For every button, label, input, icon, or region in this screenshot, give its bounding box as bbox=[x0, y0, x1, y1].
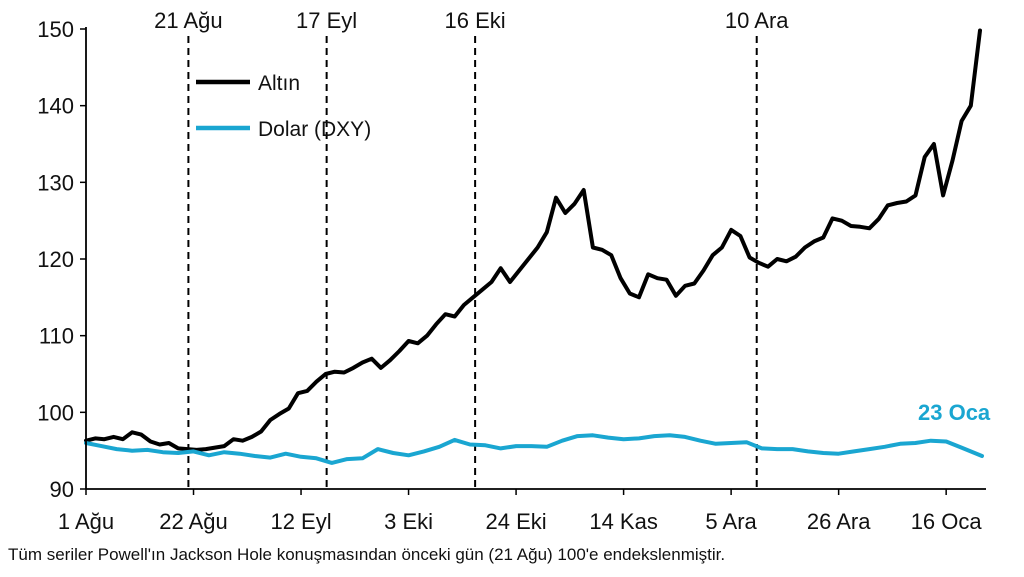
series-line-dxy bbox=[84, 433, 984, 465]
footnote: Tüm seriler Powell'ın Jackson Hole konuş… bbox=[8, 545, 725, 564]
y-tick-label: 140 bbox=[37, 94, 74, 119]
event-label: 21 Ağu bbox=[154, 8, 223, 33]
x-tick-label: 24 Eki bbox=[486, 509, 547, 534]
axes bbox=[85, 27, 986, 490]
legend: Altın Dolar (DXY) bbox=[196, 72, 371, 141]
y-tick-label: 150 bbox=[37, 17, 74, 42]
x-tick-label: 5 Ara bbox=[705, 509, 757, 534]
x-tick-label: 3 Eki bbox=[384, 509, 433, 534]
event-label: 17 Eyl bbox=[296, 8, 357, 33]
y-tick-label: 90 bbox=[50, 477, 74, 502]
x-tick-label: 12 Eyl bbox=[270, 509, 331, 534]
event-markers: 21 Ağu 17 Eyl 16 Eki 10 Ara bbox=[154, 8, 789, 489]
series-lines bbox=[84, 28, 984, 465]
x-tick-label: 16 Oca bbox=[911, 509, 983, 534]
y-tick-label: 130 bbox=[37, 170, 74, 195]
legend-label: Altın bbox=[258, 72, 300, 95]
y-tick-label: 110 bbox=[39, 324, 74, 349]
y-tick-label: 120 bbox=[37, 247, 74, 272]
event-label: 10 Ara bbox=[725, 8, 789, 33]
x-tick-label: 14 Kas bbox=[589, 509, 658, 534]
series-line-gold bbox=[84, 28, 982, 452]
x-tick-label: 22 Ağu bbox=[159, 509, 228, 534]
x-tick-label: 26 Ara bbox=[807, 509, 871, 534]
y-tick-label: 100 bbox=[37, 400, 74, 425]
legend-label: Dolar (DXY) bbox=[258, 118, 371, 141]
y-axis-ticks: 90 100 110 120 130 140 150 bbox=[37, 17, 86, 502]
event-label: 16 Eki bbox=[445, 8, 506, 33]
x-tick-label: 1 Ağu bbox=[58, 509, 114, 534]
x-axis-ticks: 1 Ağu 22 Ağu 12 Eyl 3 Eki 24 Eki 14 Kas 5 Ara 2… bbox=[58, 489, 983, 534]
end-date-label: 23 Oca bbox=[918, 400, 991, 425]
